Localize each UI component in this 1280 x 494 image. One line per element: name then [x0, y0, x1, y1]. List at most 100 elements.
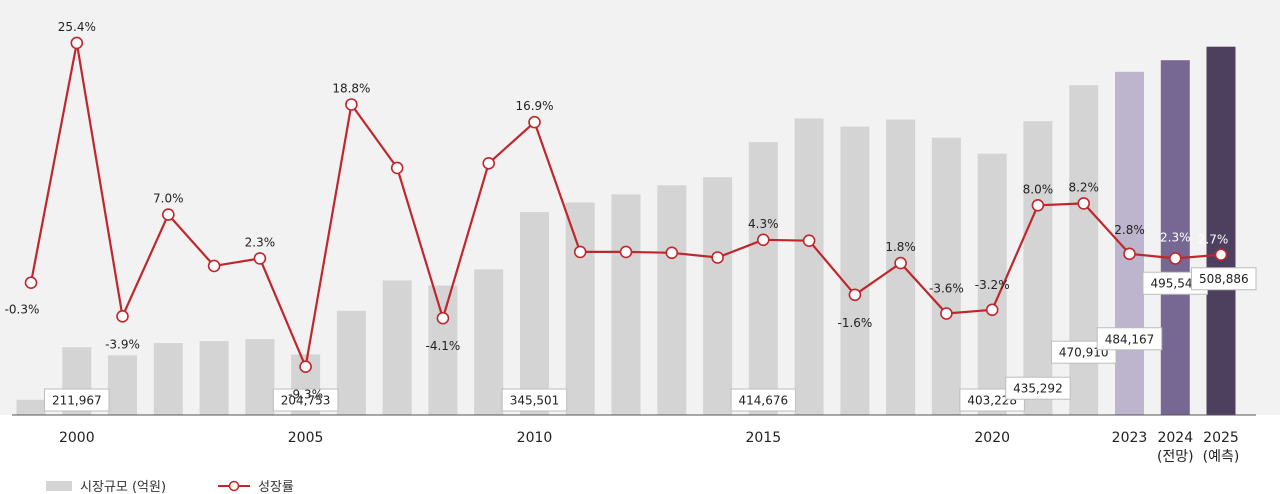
growth-rate-series: [24, 36, 1228, 374]
growth-point-2021: [1031, 199, 1045, 212]
growth-label-2015: 4.3%: [748, 217, 779, 231]
bar-value-text-2005: 204,753: [281, 394, 331, 408]
bar-value-box-2000: [44, 388, 110, 412]
growth-label-2024: 2.3%: [1160, 230, 1191, 244]
bar-2017: [840, 126, 870, 415]
bar-2010: [520, 212, 549, 415]
bar-2020: [977, 153, 1007, 415]
x-tick-label-2025: 2025: [1203, 430, 1239, 446]
growth-point-2001: [116, 309, 129, 323]
bar-value-labels: 211,967 204,753 345,501 414,676 403,228435,2…: [44, 267, 1257, 412]
bar-2014: [703, 177, 733, 415]
growth-label-2020: -3.2%: [975, 278, 1010, 292]
bar-value-label-2000: 211,967: [44, 388, 110, 412]
growth-point-2005: [299, 360, 312, 374]
bar-2008: [428, 285, 458, 415]
bar-2006: [336, 310, 366, 415]
bar-2021: [1023, 121, 1053, 415]
bar-2007: [382, 280, 412, 415]
legend-bar-swatch: [46, 481, 72, 491]
bar-value-label-2015: 414,676: [730, 388, 797, 412]
growth-label-2010: 16.9%: [515, 99, 553, 113]
bar-value-box-2023: [1096, 327, 1163, 351]
growth-point-2020: [985, 303, 999, 317]
bar-2004: [245, 339, 275, 415]
growth-point-2023: [1123, 247, 1136, 261]
growth-point-2016: [802, 234, 816, 247]
bar-2013: [657, 185, 687, 415]
bar-2012: [611, 194, 641, 415]
growth-point-2018: [894, 256, 907, 270]
bar-value-text-2023: 484,167: [1105, 332, 1155, 346]
x-tick-label-2020: 2020: [974, 430, 1010, 446]
growth-point-2008: [436, 311, 450, 325]
bar-value-label-2023: 484,167: [1096, 327, 1163, 351]
bar-2019: [931, 137, 961, 415]
growth-point-2022: [1077, 197, 1090, 210]
legend-line-marker: [228, 480, 240, 492]
growth-point-2017: [848, 288, 862, 302]
bar-2025: [1206, 46, 1236, 415]
growth-label-2006: 18.8%: [332, 82, 370, 96]
growth-point-2019: [940, 307, 953, 320]
bar-value-box-2021: [1005, 376, 1071, 400]
bar-value-box-2025: [1191, 267, 1257, 291]
x-tick-label-2024-sub: (전망): [1157, 449, 1194, 465]
x-axis-ticks: 2000 2005 2010 2015 2020 2023 2024 (전망) 2025 (예측): [59, 430, 1239, 465]
bar-value-text-2022: 470,910: [1059, 346, 1109, 360]
growth-label-2002: 7.0%: [153, 192, 184, 206]
legend-bar-label: 시장규모 (억원): [80, 480, 166, 494]
bar-value-text-2021: 435,292: [1013, 382, 1063, 396]
growth-point-2024: [1169, 252, 1182, 265]
growth-label-2004: 2.3%: [245, 235, 276, 249]
growth-point-2006: [345, 98, 358, 111]
growth-point-2012: [619, 245, 633, 259]
growth-point-2000: [70, 36, 84, 50]
growth-label-2017: -1.6%: [837, 316, 872, 330]
growth-label-2018: 1.8%: [885, 240, 916, 254]
x-tick-label-2024: 2024: [1157, 430, 1193, 446]
bar-value-label-2005: 204,753: [272, 388, 339, 412]
bar-value-text-2024: 495,544: [1150, 277, 1200, 291]
bar-2011: [565, 202, 595, 415]
bar-2009: [474, 269, 504, 415]
growth-point-2011: [573, 245, 587, 259]
growth-label-2005: -9.3%: [288, 388, 323, 402]
growth-label-2001: -3.9%: [105, 337, 140, 351]
growth-point-2009: [482, 157, 496, 170]
growth-label-2025: 2.7%: [1198, 233, 1229, 247]
bar-2001: [108, 355, 137, 415]
growth-label-2000: 25.4%: [58, 20, 96, 34]
bar-2016: [794, 118, 824, 415]
growth-point-2014: [711, 251, 724, 264]
growth-point-2003: [207, 259, 221, 273]
bar-2015: [748, 142, 778, 415]
growth-point-2004: [253, 252, 267, 265]
bar-value-text-2020: 403,228: [967, 394, 1017, 408]
growth-rate-labels: -0.3% 25.4% -3.9% 7.0% 2.3% -9.3% 18.8% -4.1% 16…: [5, 20, 1229, 402]
bar-value-text-2015: 414,676: [738, 394, 788, 408]
growth-point-2007: [390, 161, 404, 175]
bar-2024: [1160, 60, 1190, 415]
bar-value-label-2021: 435,292: [1005, 376, 1071, 400]
bar-value-box-2010: [501, 388, 568, 412]
growth-point-2015: [756, 233, 770, 247]
growth-point-1999: [24, 276, 38, 290]
growth-label-2021: 8.0%: [1023, 182, 1054, 196]
bar-2003: [199, 341, 229, 415]
x-tick-label-2010: 2010: [517, 430, 553, 446]
x-tick-label-2005: 2005: [288, 430, 324, 446]
x-tick-label-2023: 2023: [1112, 430, 1148, 446]
growth-point-2010: [528, 115, 541, 129]
growth-label-2023: 2.8%: [1114, 223, 1145, 237]
growth-point-2002: [162, 208, 175, 221]
bar-2002: [153, 343, 183, 415]
growth-label-2019: -3.6%: [929, 282, 964, 296]
bar-1999: [16, 399, 46, 415]
bar-value-text-2010: 345,501: [510, 394, 560, 408]
bar-value-text-2025: 508,886: [1199, 272, 1249, 286]
growth-point-2025: [1214, 248, 1228, 261]
legend: 시장규모 (억원) 성장률: [46, 480, 294, 494]
x-tick-label-2025-sub: (예측): [1203, 449, 1240, 465]
